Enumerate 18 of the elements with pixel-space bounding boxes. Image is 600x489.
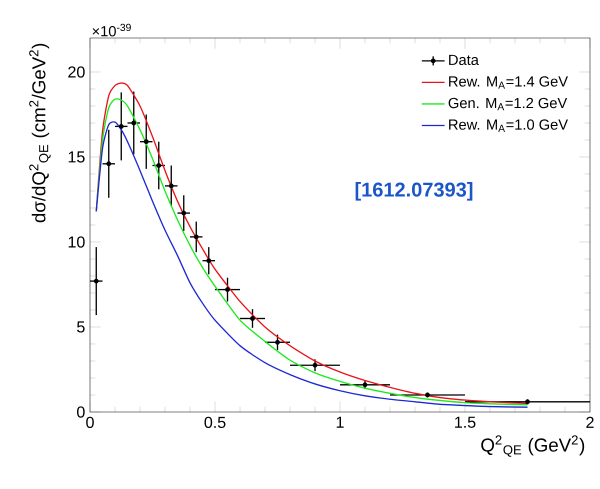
annotation: [1612.07393] bbox=[356, 182, 472, 201]
legend-label: Rew. M$_{A}$=1.0 GeV bbox=[449, 119, 568, 132]
x-tick-label: 0.5 bbox=[204, 416, 226, 428]
x-axis-title: Q$^{2}$$_{QE}$ (GeV$^{2}$) bbox=[481, 435, 584, 457]
legend-label: Data bbox=[449, 54, 479, 66]
y-tick-label: 5 bbox=[77, 321, 85, 333]
x-tick-label: 1.5 bbox=[455, 416, 476, 428]
x-tick-label: 0 bbox=[86, 416, 94, 428]
y-tick-label: 0 bbox=[77, 406, 85, 418]
y-tick-label: 20 bbox=[68, 66, 85, 78]
x-tick-label: 2 bbox=[586, 416, 594, 428]
text: ×10$^{-39}$ bbox=[92, 24, 131, 36]
y-tick-label: 15 bbox=[68, 151, 85, 163]
legend-label: Rew. M$_{A}$=1.4 GeV bbox=[449, 76, 568, 89]
y-tick-label: 10 bbox=[68, 236, 85, 248]
legend-label: Gen. M$_{A}$=1.2 GeV bbox=[448, 98, 568, 110]
x-tick-label: 1 bbox=[336, 416, 344, 428]
y-axis-title: dσ/dQ$^{2}$$_{QE}$ (cm$^{2}$/GeV$^{2}$) bbox=[29, 44, 51, 222]
